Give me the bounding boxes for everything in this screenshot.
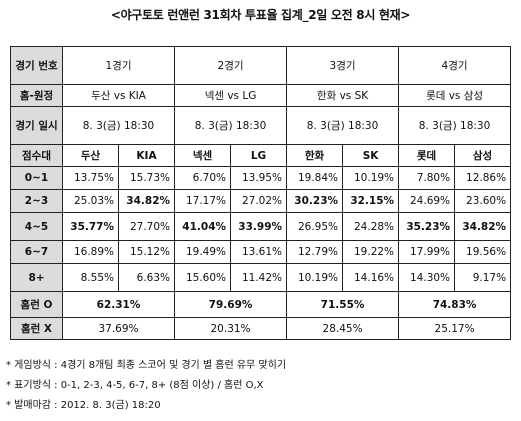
- matchup-2: 넥센 vs LG: [174, 84, 288, 107]
- team-name: SK: [342, 144, 400, 167]
- matchup-3: 한화 vs SK: [286, 84, 400, 107]
- vote-rate-cell: 13.61%: [230, 240, 288, 264]
- date-2: 8. 3(금) 18:30: [174, 106, 288, 145]
- date-4: 8. 3(금) 18:30: [398, 106, 512, 145]
- note-notation: * 표기방식 : 0-1, 2-3, 4-5, 6-7, 8+ (8점 이상) …: [6, 380, 264, 391]
- score-row-8-plus: 8+ 8.55% 6.63% 15.60% 11.42% 10.19% 14.1…: [10, 263, 512, 292]
- matchup-4: 롯데 vs 삼성: [398, 84, 512, 107]
- date-1: 8. 3(금) 18:30: [61, 106, 176, 145]
- vote-rate-cell: 17.99%: [398, 240, 456, 264]
- vote-rate-cell: 6.63%: [117, 263, 176, 292]
- vote-rate-cell: 11.42%: [230, 263, 288, 292]
- homerun-o-rate: 74.83%: [398, 291, 512, 318]
- vote-rate-cell: 24.69%: [398, 189, 456, 213]
- vote-rate-cell: 19.56%: [454, 240, 512, 264]
- homerun-x-rate: 37.69%: [61, 317, 176, 340]
- vote-rate-cell: 14.30%: [398, 263, 456, 292]
- matchup-row: 홈-원정 두산 vs KIA 넥센 vs LG 한화 vs SK 롯데 vs 삼…: [10, 84, 512, 107]
- game-number-1: 1경기: [61, 46, 176, 85]
- vote-rate-cell: 15.60%: [174, 263, 232, 292]
- vote-rate-cell: 12.79%: [286, 240, 344, 264]
- vote-rate-cell: 10.19%: [286, 263, 344, 292]
- homerun-x-row: 홈런 X 37.69% 20.31% 28.45% 25.17%: [10, 317, 512, 340]
- date-3: 8. 3(금) 18:30: [286, 106, 400, 145]
- team-name: 두산: [62, 144, 119, 167]
- date-row: 경기 일시 8. 3(금) 18:30 8. 3(금) 18:30 8. 3(금…: [10, 106, 512, 145]
- note-game-method: * 게임방식 : 4경기 8개팀 최종 스코어 및 경기 별 홈런 유무 맞히기: [6, 360, 287, 371]
- vote-rate-cell-top: 41.04%: [174, 212, 232, 241]
- vote-rate-cell: 8.55%: [62, 263, 119, 292]
- homerun-o-row: 홈런 O 62.31% 79.69% 71.55% 74.83%: [10, 291, 512, 318]
- vote-rate-cell: 15.73%: [117, 166, 176, 190]
- score-row-6-7: 6~7 16.89% 15.12% 19.49% 13.61% 12.79% 1…: [10, 240, 512, 264]
- game-number-label: 경기 번호: [10, 46, 63, 85]
- vote-rate-cell: 27.02%: [230, 189, 288, 213]
- vote-rate-cell-top: 34.82%: [117, 189, 176, 213]
- score-range: 2~3: [10, 189, 63, 213]
- score-range: 8+: [10, 263, 63, 292]
- vote-rate-cell: 13.95%: [230, 166, 288, 190]
- date-label: 경기 일시: [10, 106, 63, 145]
- vote-rate-cell: 23.60%: [454, 189, 512, 213]
- vote-rate-cell: 16.89%: [62, 240, 119, 264]
- vote-rate-cell: 24.28%: [342, 212, 400, 241]
- page-title: <야구토토 런앤런 31회차 투표율 집계_2일 오전 8시 현재>: [110, 8, 411, 22]
- vote-rate-cell-top: 30.23%: [286, 189, 344, 213]
- vote-rate-cell: 19.49%: [174, 240, 232, 264]
- homerun-o-rate: 71.55%: [286, 291, 400, 318]
- team-name: 한화: [286, 144, 344, 167]
- vote-rate-cell-top: 35.77%: [62, 212, 119, 241]
- team-name: KIA: [117, 144, 176, 167]
- score-range: 4~5: [10, 212, 63, 241]
- homerun-x-rate: 20.31%: [174, 317, 288, 340]
- vote-rate-cell-top: 33.99%: [230, 212, 288, 241]
- vote-rate-cell: 14.16%: [342, 263, 400, 292]
- team-name: LG: [230, 144, 288, 167]
- game-number-row: 경기 번호 1경기 2경기 3경기 4경기: [10, 46, 512, 85]
- homerun-x-rate: 25.17%: [398, 317, 512, 340]
- vote-rate-cell: 19.22%: [342, 240, 400, 264]
- vote-rate-cell: 27.70%: [117, 212, 176, 241]
- vote-rate-cell-top: 35.23%: [398, 212, 456, 241]
- score-row-4-5: 4~5 35.77% 27.70% 41.04% 33.99% 26.95% 2…: [10, 212, 512, 241]
- game-number-3: 3경기: [286, 46, 400, 85]
- team-row: 점수대 두산 KIA 넥센 LG 한화 SK 롯데 삼성: [10, 144, 512, 167]
- homerun-o-rate: 62.31%: [61, 291, 176, 318]
- vote-rate-cell: 19.84%: [286, 166, 344, 190]
- vote-rate-cell-top: 34.82%: [454, 212, 512, 241]
- home-away-label: 홈-원정: [10, 84, 63, 107]
- game-number-2: 2경기: [174, 46, 288, 85]
- vote-rate-cell-top: 32.15%: [342, 189, 400, 213]
- vote-rate-cell: 6.70%: [174, 166, 232, 190]
- team-name: 삼성: [454, 144, 512, 167]
- homerun-x-label: 홈런 X: [10, 317, 63, 340]
- vote-rate-cell: 15.12%: [117, 240, 176, 264]
- homerun-o-label: 홈런 O: [10, 291, 63, 318]
- homerun-x-rate: 28.45%: [286, 317, 400, 340]
- vote-rate-cell: 12.86%: [454, 166, 512, 190]
- team-name: 넥센: [174, 144, 232, 167]
- game-number-4: 4경기: [398, 46, 512, 85]
- score-range: 6~7: [10, 240, 63, 264]
- vote-rate-cell: 13.75%: [62, 166, 119, 190]
- score-row-0-1: 0~1 13.75% 15.73% 6.70% 13.95% 19.84% 10…: [10, 166, 512, 190]
- note-sales-deadline: * 발매마감 : 2012. 8. 3(금) 18:20: [6, 400, 161, 411]
- vote-rate-cell: 25.03%: [62, 189, 119, 213]
- vote-rate-table: 경기 번호 1경기 2경기 3경기 4경기 홈-원정 두산 vs KIA 넥센 …: [10, 46, 512, 340]
- vote-rate-cell: 9.17%: [454, 263, 512, 292]
- notes: * 게임방식 : 4경기 8개팀 최종 스코어 및 경기 별 홈런 유무 맞히기…: [6, 356, 286, 416]
- vote-rate-cell: 26.95%: [286, 212, 344, 241]
- vote-rate-cell: 17.17%: [174, 189, 232, 213]
- score-range: 0~1: [10, 166, 63, 190]
- score-row-2-3: 2~3 25.03% 34.82% 17.17% 27.02% 30.23% 3…: [10, 189, 512, 213]
- team-name: 롯데: [398, 144, 456, 167]
- score-range-label: 점수대: [10, 144, 63, 167]
- homerun-o-rate: 79.69%: [174, 291, 288, 318]
- vote-rate-cell: 7.80%: [398, 166, 456, 190]
- vote-rate-cell: 10.19%: [342, 166, 400, 190]
- matchup-1: 두산 vs KIA: [61, 84, 176, 107]
